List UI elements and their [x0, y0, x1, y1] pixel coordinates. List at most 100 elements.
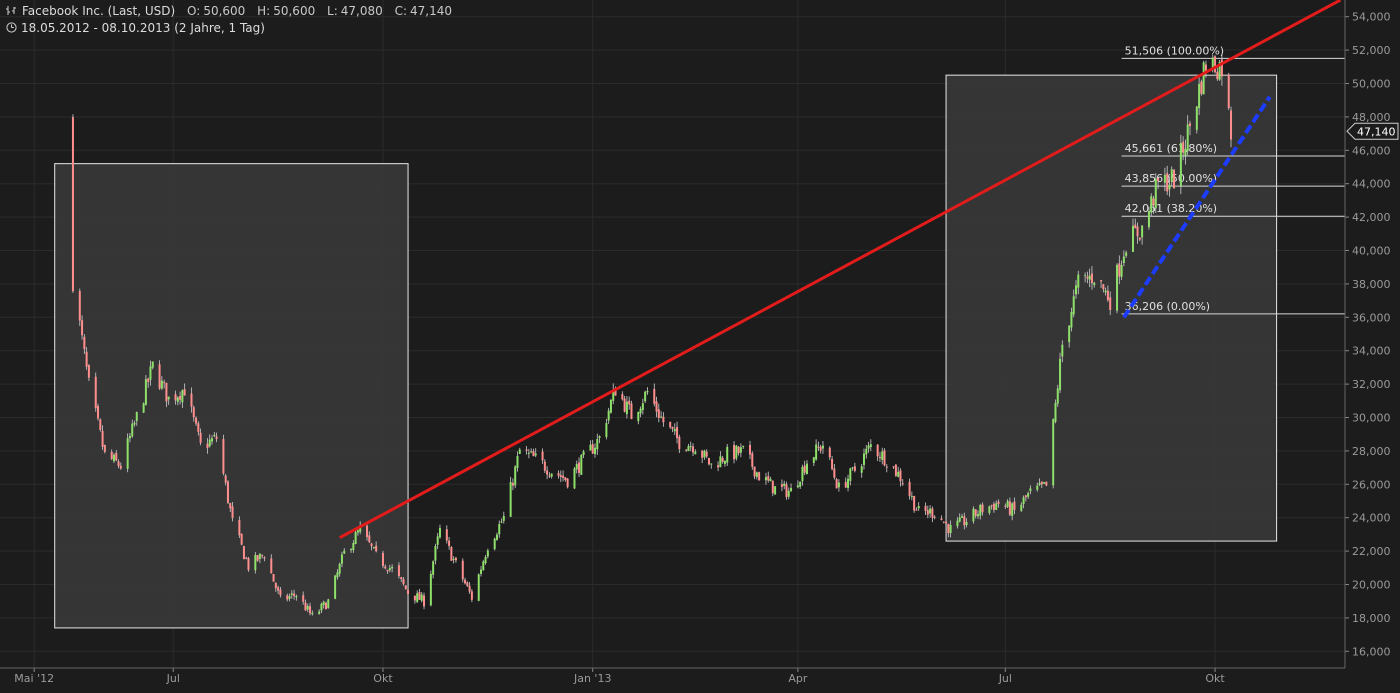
candle-up [432, 561, 435, 575]
candle-up [1147, 210, 1150, 228]
fib-level-label: 36,206 (0.00%) [1125, 300, 1211, 313]
candle-down [963, 516, 966, 526]
candle-down [669, 421, 672, 428]
candle-up [598, 436, 601, 438]
y-tick-label: 26,000 [1352, 478, 1391, 491]
candle-up [416, 593, 419, 602]
candle-down [705, 451, 708, 457]
candle-up [420, 594, 423, 601]
candle-up [1084, 275, 1087, 277]
candle-up [112, 454, 115, 462]
candle-down [304, 602, 307, 611]
low-label: L: [327, 4, 338, 18]
candle-up [352, 543, 355, 551]
candle-up [965, 521, 968, 526]
candle-up [142, 403, 145, 413]
candle-up [1070, 311, 1073, 328]
candle-down [749, 445, 752, 455]
y-tick-label: 20,000 [1352, 579, 1391, 592]
x-tick-label: Jul [998, 672, 1012, 685]
candle-down [397, 565, 400, 577]
candle-down [99, 419, 102, 430]
candle-down [511, 482, 514, 486]
candle-up [167, 396, 170, 400]
candle-up [1072, 296, 1075, 315]
candle-down [942, 521, 945, 523]
candle-up [288, 596, 291, 599]
candle-up [851, 467, 854, 469]
highlight-box [54, 163, 409, 629]
candle-up [1077, 274, 1080, 288]
candle-up [726, 446, 729, 463]
candle-up [480, 569, 483, 574]
candle-down [147, 378, 150, 382]
candle-down [407, 589, 410, 595]
candle-down [115, 452, 118, 461]
candle-down [1136, 226, 1139, 237]
candle-down [981, 504, 984, 513]
candle-up [897, 471, 900, 477]
candle-down [117, 461, 120, 466]
candle-up [290, 593, 293, 595]
x-tick-label: Okt [373, 672, 393, 685]
candle-up [1068, 325, 1071, 343]
candle-down [445, 529, 448, 541]
x-tick-label: Mai '12 [14, 672, 54, 685]
candle-up [612, 389, 615, 401]
candle-up [327, 599, 330, 608]
y-tick-label: 18,000 [1352, 612, 1391, 625]
candle-up [336, 572, 339, 578]
candle-down [450, 547, 453, 561]
candle-down [272, 573, 275, 582]
candle-up [135, 412, 138, 421]
candle-up [306, 605, 309, 610]
candle-down [614, 389, 617, 396]
candle-up [637, 411, 640, 422]
candle-down [1230, 110, 1233, 140]
candle-down [1182, 141, 1185, 153]
close-label: C: [394, 4, 408, 18]
chart-type-icon[interactable] [6, 5, 18, 19]
candle-up [958, 517, 961, 522]
candle-down [630, 403, 633, 420]
candle-up [318, 611, 321, 614]
candle-up [1054, 402, 1057, 422]
candle-down [557, 473, 560, 476]
x-tick-label: Jan '13 [573, 672, 611, 685]
candle-down [1013, 501, 1016, 510]
candle-down [785, 484, 788, 498]
candle-up [436, 536, 439, 545]
candle-up [694, 451, 697, 455]
candle-down [678, 436, 681, 450]
candle-down [1102, 284, 1105, 290]
candle-down [402, 579, 405, 585]
candle-down [263, 557, 266, 559]
candle-up [815, 444, 818, 460]
candle-down [1086, 276, 1089, 279]
candle-down [1138, 237, 1141, 240]
candle-down [83, 336, 86, 350]
candle-up [580, 454, 583, 475]
high-value: 50,600 [273, 4, 316, 18]
candle-down [468, 585, 471, 592]
candle-down [1008, 501, 1011, 515]
x-tick-label: Jul [166, 672, 180, 685]
candle-up [1027, 493, 1030, 497]
candle-up [434, 545, 437, 561]
y-tick-label: 22,000 [1352, 545, 1391, 558]
candle-up [644, 391, 647, 402]
candle-down [71, 117, 74, 292]
clock-icon[interactable] [6, 22, 17, 36]
candle-down [103, 444, 106, 452]
low-value: 47,080 [340, 4, 383, 18]
candle-down [240, 533, 243, 545]
candle-up [837, 482, 840, 488]
candle-down [454, 557, 457, 561]
candle-up [1179, 142, 1182, 186]
candle-down [247, 558, 250, 570]
highlight-boxes [54, 74, 1278, 629]
candle-down [85, 351, 88, 367]
candle-down [448, 540, 451, 547]
candle-down [621, 393, 624, 400]
candle-down [270, 558, 273, 574]
